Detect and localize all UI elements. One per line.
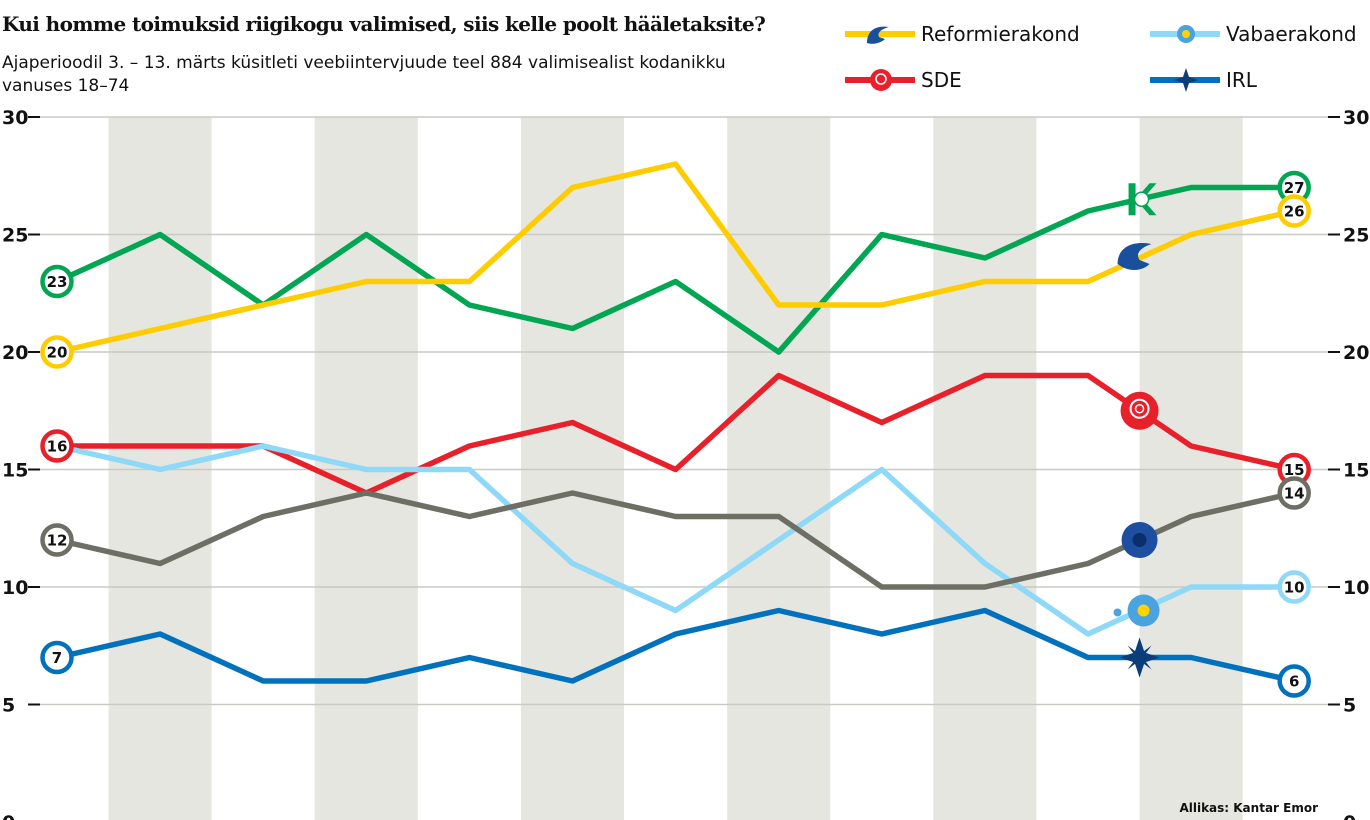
series-lines (54, 161, 1297, 684)
source-note: Allikas: Kantar Emor (1179, 801, 1318, 815)
start-value-label-ring (40, 640, 74, 675)
end-value-label: 26 (1284, 203, 1305, 221)
party-icons (1113, 183, 1160, 678)
irl-cross-icon (1150, 68, 1220, 92)
legend-item-vabaerakond: Vabaerakond (1150, 21, 1357, 47)
squirrel-shape (1117, 242, 1152, 270)
irl-star-diagonal (1127, 645, 1152, 670)
vabaerakond-flower-icon (1150, 25, 1220, 43)
end-value-label: 10 (1284, 579, 1305, 597)
y-tick-label-right: 10 (1343, 577, 1369, 599)
start-value-label-ring (40, 264, 74, 299)
rose-shape (1120, 391, 1159, 430)
y-tick-label-left: 20 (2, 342, 28, 364)
end-value-label: 27 (1284, 179, 1305, 197)
start-value-label-ring (40, 523, 74, 557)
background-band (727, 117, 831, 820)
y-tick-label-left: 30 (2, 107, 28, 129)
grid: 0 0 5 5 10 10 15 15 20 20 25 25 30 30 (2, 107, 1369, 820)
y-tick-label-left: 10 (2, 577, 28, 599)
legend-item-reformierakond: Reformierakond (845, 21, 1080, 47)
background-band (1139, 117, 1243, 820)
end-value-label: 14 (1284, 485, 1305, 503)
y-tick-label-left: 0 (2, 812, 15, 820)
rose-petal (1134, 404, 1145, 414)
flower-center (1137, 604, 1150, 617)
legend-label: Vabaerakond (1226, 22, 1357, 46)
legend-label: Reformierakond (921, 22, 1080, 46)
rose-petal (1129, 398, 1150, 419)
vabaerakond-flower-icon (1113, 594, 1160, 627)
y-tick-label-left: 15 (2, 460, 28, 482)
legend-item-irl: IRL (1150, 67, 1257, 93)
legend-label: IRL (1226, 68, 1257, 92)
end-value-label: 15 (1284, 461, 1305, 479)
y-tick-label-right: 20 (1343, 342, 1369, 364)
start-value-label-ring (40, 429, 74, 463)
y-tick-label-right: 15 (1343, 460, 1369, 482)
start-value-label: 12 (47, 532, 68, 550)
series-line (54, 607, 1297, 684)
y-tick-label-right: 25 (1343, 225, 1369, 247)
series-line (54, 490, 1297, 590)
start-value-label: 23 (47, 273, 68, 291)
series-line (54, 372, 1297, 496)
legend-label: SDE (921, 68, 962, 92)
kesk-k-clover (1133, 191, 1150, 207)
series-line (54, 161, 1297, 355)
end-value-label: 6 (1289, 673, 1299, 691)
y-tick-label-left: 5 (2, 695, 15, 717)
start-value-label: 7 (52, 649, 62, 667)
start-value-label-ring (40, 335, 74, 369)
sde-rose-icon (1120, 391, 1159, 430)
ekre-cornflower-icon (1121, 522, 1158, 558)
y-tick-label-left: 25 (2, 225, 28, 247)
chart-description: Ajaperioodil 3. – 13. märts küsitleti ve… (2, 53, 726, 96)
start-value-label: 16 (47, 438, 68, 456)
value-labels: 23 27 20 26 16 15 10 12 14 7 6 (40, 170, 1311, 698)
start-value-label: 20 (47, 344, 68, 362)
irl-cross-icon (1119, 637, 1160, 678)
end-value-label-ring (1277, 194, 1311, 228)
reform-squirrel-icon (1117, 242, 1152, 270)
y-tick-label-right: 5 (1343, 695, 1356, 717)
legend-item-sde: SDE (845, 67, 962, 93)
end-value-label-ring (1277, 476, 1311, 510)
kesk-k-icon (1128, 183, 1157, 216)
chart-question: Kui homme toimuksid riigikogu valimised,… (2, 12, 766, 36)
reform-squirrel-icon (845, 26, 915, 44)
end-value-label-ring (1277, 664, 1311, 698)
background-band (933, 117, 1037, 820)
y-tick-label-right: 0 (1343, 812, 1356, 820)
flower-petal (1113, 608, 1122, 617)
end-value-label-ring (1277, 570, 1311, 604)
cornflower-center (1132, 533, 1147, 547)
series-line (54, 443, 1297, 637)
y-tick-label-right: 30 (1343, 107, 1369, 129)
kesk-k-stem (1128, 183, 1136, 216)
sde-rose-icon (845, 69, 915, 91)
